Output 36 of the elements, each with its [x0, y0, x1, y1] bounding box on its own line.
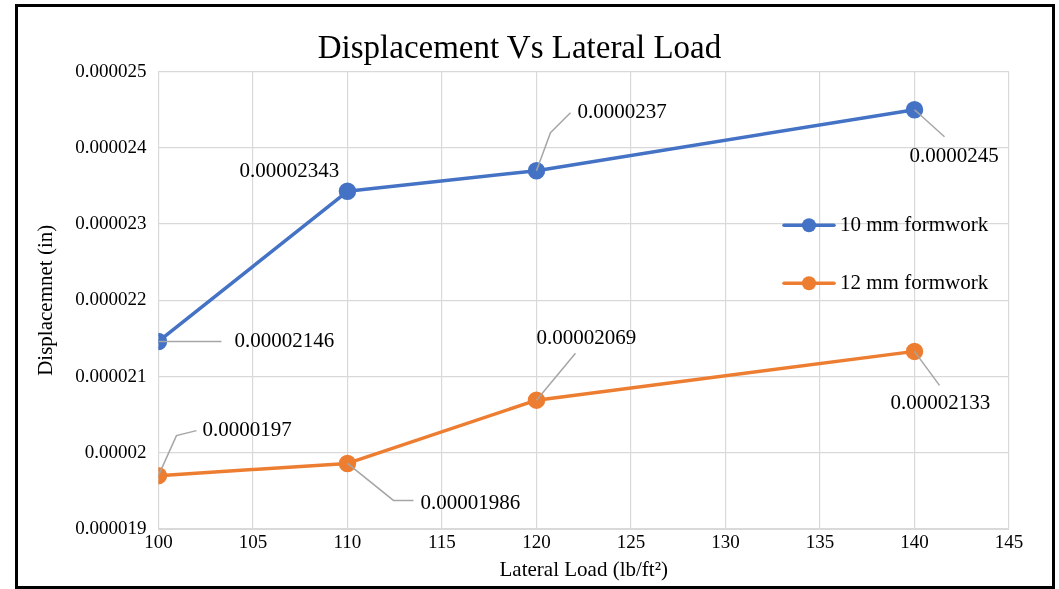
point: [338, 454, 357, 473]
point: [905, 342, 924, 361]
x-tick-label: 135: [805, 531, 835, 553]
x-tick-label: 105: [238, 531, 268, 553]
x-tick-label: 115: [428, 531, 456, 553]
chart-title: Displacement Vs Lateral Load: [317, 29, 722, 66]
y-tick-label: 0.000019: [75, 516, 147, 538]
y-tick-label: 0.000022: [75, 288, 147, 310]
data-label: 0.00002133: [890, 389, 991, 414]
point: [905, 100, 924, 119]
x-tick-label: 120: [522, 531, 551, 553]
y-tick-label: 0.000024: [75, 135, 147, 157]
data-label: 0.0000197: [202, 417, 292, 442]
data-label: 0.00002343: [239, 157, 340, 182]
data-label: 0.00002146: [234, 327, 335, 352]
x-tick-label: 100: [144, 531, 173, 553]
x-tick-label: 130: [711, 531, 740, 553]
y-axis-title: Displacemnet (in): [33, 224, 58, 376]
y-tick-label: 0.000021: [75, 364, 147, 386]
x-tick-label: 110: [333, 531, 362, 553]
point: [527, 161, 546, 180]
data-label: 0.00001986: [420, 489, 521, 514]
y-tick-label: 0.000023: [75, 212, 147, 234]
y-tick-label: 0.000025: [75, 59, 147, 81]
x-tick-label: 140: [900, 531, 929, 553]
legend-label: 10 mm formwork: [840, 211, 989, 236]
x-axis-title: Lateral Load (lb/ft²): [499, 556, 668, 581]
point: [338, 182, 357, 201]
x-tick-label: 145: [994, 531, 1024, 553]
x-tick-label: 125: [616, 531, 646, 553]
data-label: 0.0000245: [909, 143, 999, 168]
data-label: 0.00002069: [536, 324, 637, 349]
point: [527, 391, 546, 409]
data-label: 0.0000237: [577, 99, 667, 124]
y-tick-label: 0.00002: [84, 440, 147, 462]
legend-label: 12 mm formwork: [840, 269, 989, 294]
